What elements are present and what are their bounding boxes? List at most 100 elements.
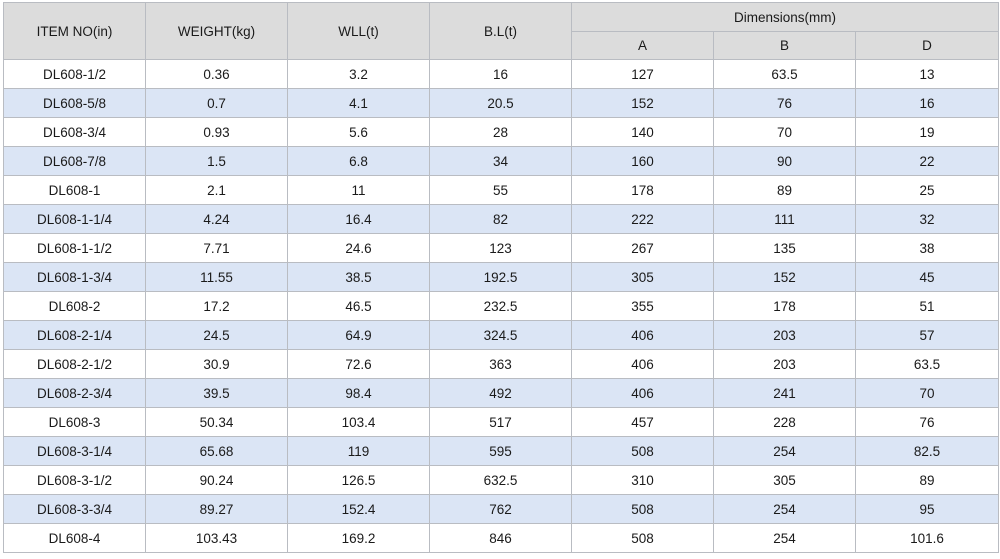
cell-dim-d: 19 [854,117,1000,147]
cell-dim-d: 32 [854,204,1000,234]
cell-bl: 55 [429,175,572,205]
table-row: DL608-3-1/2 90.24 126.5 632.5 310 305 89 [3,465,1000,495]
cell-dim-b: 90 [713,146,856,176]
cell-dim-a: 406 [571,378,714,408]
table-row: DL608-4 103.43 169.2 846 508 254 101.6 [3,523,1000,553]
cell-item-no: DL608-2 [3,291,146,321]
header-bl: B.L(t) [429,2,572,60]
cell-dim-a: 152 [571,88,714,118]
cell-dim-a: 267 [571,233,714,263]
cell-weight: 65.68 [145,436,288,466]
cell-bl: 28 [429,117,572,147]
table-row: DL608-2 17.2 46.5 232.5 355 178 51 [3,291,1000,321]
cell-weight: 0.93 [145,117,288,147]
cell-dim-a: 305 [571,262,714,292]
cell-dim-a: 140 [571,117,714,147]
cell-weight: 7.71 [145,233,288,263]
cell-wll: 4.1 [287,88,430,118]
cell-dim-a: 406 [571,349,714,379]
cell-wll: 152.4 [287,494,430,524]
cell-dim-a: 508 [571,436,714,466]
cell-dim-b: 76 [713,88,856,118]
cell-item-no: DL608-7/8 [3,146,146,176]
cell-dim-b: 178 [713,291,856,321]
table-row: DL608-1/2 0.36 3.2 16 127 63.5 13 [3,59,1000,89]
cell-wll: 64.9 [287,320,430,350]
cell-wll: 72.6 [287,349,430,379]
cell-item-no: DL608-3-3/4 [3,494,146,524]
cell-bl: 82 [429,204,572,234]
cell-weight: 2.1 [145,175,288,205]
cell-bl: 595 [429,436,572,466]
header-dim-d: D [854,31,1000,60]
cell-item-no: DL608-1 [3,175,146,205]
cell-weight: 89.27 [145,494,288,524]
cell-dim-b: 89 [713,175,856,205]
cell-dim-b: 152 [713,262,856,292]
cell-bl: 16 [429,59,572,89]
cell-dim-a: 178 [571,175,714,205]
cell-wll: 38.5 [287,262,430,292]
table-row: DL608-3-1/4 65.68 119 595 508 254 82.5 [3,436,1000,466]
header-dim-a: A [571,31,714,60]
cell-item-no: DL608-3-1/2 [3,465,146,495]
cell-bl: 517 [429,407,572,437]
cell-dim-b: 228 [713,407,856,437]
cell-weight: 17.2 [145,291,288,321]
header-wll: WLL(t) [287,2,430,60]
header-weight: WEIGHT(kg) [145,2,288,60]
cell-wll: 169.2 [287,523,430,553]
cell-dim-b: 254 [713,523,856,553]
cell-dim-d: 25 [854,175,1000,205]
cell-dim-d: 95 [854,494,1000,524]
cell-bl: 363 [429,349,572,379]
cell-dim-a: 406 [571,320,714,350]
cell-dim-d: 51 [854,291,1000,321]
cell-weight: 30.9 [145,349,288,379]
table-row: DL608-5/8 0.7 4.1 20.5 152 76 16 [3,88,1000,118]
cell-wll: 24.6 [287,233,430,263]
table-row: DL608-3 50.34 103.4 517 457 228 76 [3,407,1000,437]
table-row: DL608-3/4 0.93 5.6 28 140 70 19 [3,117,1000,147]
cell-wll: 5.6 [287,117,430,147]
cell-wll: 46.5 [287,291,430,321]
cell-dim-d: 22 [854,146,1000,176]
cell-dim-b: 111 [713,204,856,234]
cell-item-no: DL608-2-1/2 [3,349,146,379]
cell-wll: 16.4 [287,204,430,234]
cell-bl: 324.5 [429,320,572,350]
table-row: DL608-1 2.1 11 55 178 89 25 [3,175,1000,205]
cell-bl: 762 [429,494,572,524]
cell-bl: 632.5 [429,465,572,495]
table-row: DL608-7/8 1.5 6.8 34 160 90 22 [3,146,1000,176]
cell-item-no: DL608-1-1/4 [3,204,146,234]
cell-dim-d: 89 [854,465,1000,495]
cell-dim-d: 16 [854,88,1000,118]
cell-wll: 119 [287,436,430,466]
cell-dim-a: 310 [571,465,714,495]
cell-item-no: DL608-1/2 [3,59,146,89]
cell-item-no: DL608-1-3/4 [3,262,146,292]
cell-bl: 123 [429,233,572,263]
cell-item-no: DL608-1-1/2 [3,233,146,263]
table-row: DL608-1-1/2 7.71 24.6 123 267 135 38 [3,233,1000,263]
cell-wll: 6.8 [287,146,430,176]
cell-weight: 24.5 [145,320,288,350]
table-row: DL608-3-3/4 89.27 152.4 762 508 254 95 [3,494,1000,524]
cell-wll: 11 [287,175,430,205]
cell-dim-d: 101.6 [854,523,1000,553]
cell-bl: 20.5 [429,88,572,118]
cell-weight: 1.5 [145,146,288,176]
spec-table: ITEM NO(in) WEIGHT(kg) WLL(t) B.L(t) Dim… [3,2,1000,553]
cell-dim-b: 135 [713,233,856,263]
header-row: ITEM NO(in) WEIGHT(kg) WLL(t) B.L(t) Dim… [3,2,1000,60]
cell-weight: 39.5 [145,378,288,408]
cell-wll: 98.4 [287,378,430,408]
cell-dim-b: 70 [713,117,856,147]
cell-wll: 103.4 [287,407,430,437]
header-dim-b: B [713,31,856,60]
cell-dim-b: 203 [713,320,856,350]
cell-dim-d: 57 [854,320,1000,350]
table-row: DL608-2-3/4 39.5 98.4 492 406 241 70 [3,378,1000,408]
cell-dim-d: 70 [854,378,1000,408]
